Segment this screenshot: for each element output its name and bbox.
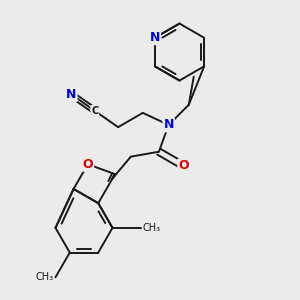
Text: C: C xyxy=(91,106,98,116)
Text: N: N xyxy=(150,31,160,44)
Text: N: N xyxy=(66,88,76,101)
Text: CH₃: CH₃ xyxy=(36,272,54,282)
Text: O: O xyxy=(82,158,93,171)
Text: O: O xyxy=(178,160,189,172)
Text: N: N xyxy=(164,118,174,131)
Text: CH₃: CH₃ xyxy=(142,223,160,233)
